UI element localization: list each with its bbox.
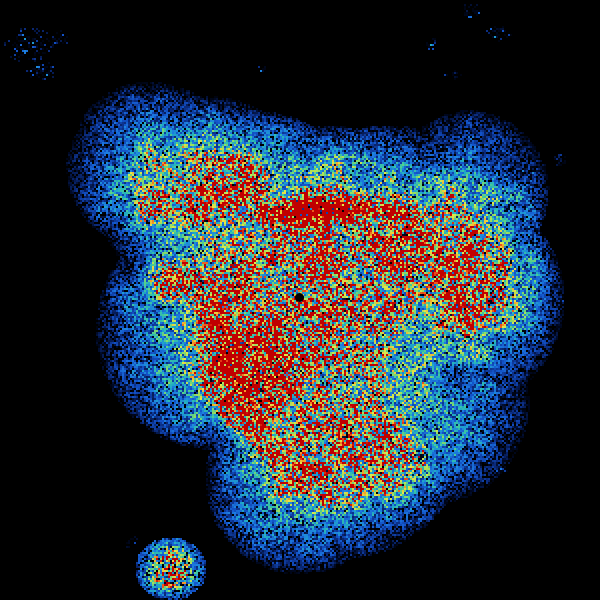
astronomical-intensity-figure: Astronomical False-Color Intensity Map j… xyxy=(0,0,600,600)
false-color-heatmap-raster xyxy=(0,0,600,600)
